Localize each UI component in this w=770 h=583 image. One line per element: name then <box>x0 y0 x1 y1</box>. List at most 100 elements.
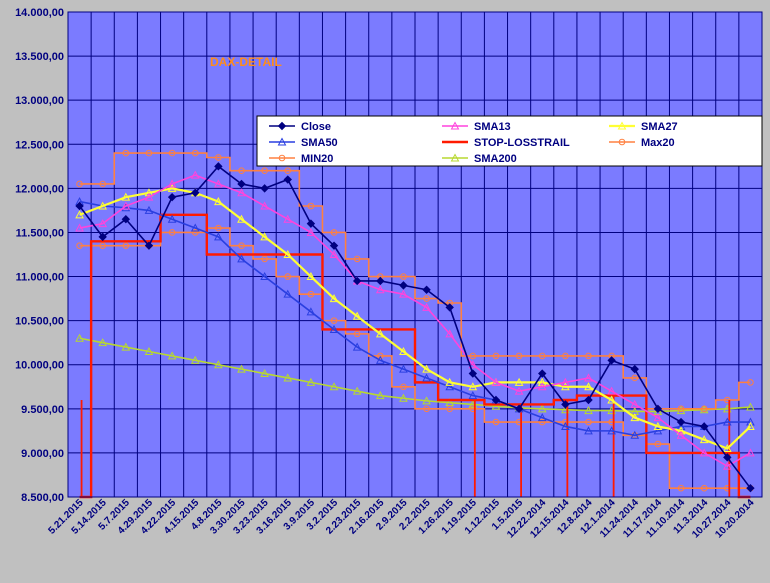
point-sma13 <box>375 285 385 294</box>
point-sma13 <box>98 219 108 228</box>
point-close <box>75 201 84 211</box>
legend-item-max20: Max20 <box>609 137 675 149</box>
point-max20 <box>562 352 569 360</box>
point-max20 <box>330 229 338 236</box>
point-min20 <box>353 330 361 338</box>
point-max20 <box>191 149 199 157</box>
legend-swatch-marker <box>277 137 287 146</box>
series-line-stop <box>79 213 751 499</box>
point-sma27 <box>329 294 339 303</box>
point-sma50 <box>167 214 177 223</box>
point-close <box>514 404 524 414</box>
point-min20 <box>191 229 199 236</box>
point-close <box>561 400 570 409</box>
y-tick-label: 9.500,00 <box>21 404 64 416</box>
y-tick-label: 12.000,00 <box>15 183 64 195</box>
legend-item-close: Close <box>269 121 331 133</box>
point-sma13 <box>514 386 524 395</box>
point-sma13 <box>653 413 663 422</box>
point-min20 <box>168 229 176 236</box>
series-line-max20 <box>79 152 751 410</box>
point-max20 <box>585 352 592 360</box>
point-sma13 <box>167 179 177 188</box>
point-sma13 <box>329 249 339 258</box>
point-max20 <box>284 167 292 175</box>
point-sma13 <box>722 461 732 470</box>
legend-item-min20: MIN20 <box>269 153 333 165</box>
y-tick-label: 14.000,00 <box>15 7 64 19</box>
chart-title: DAX-DETAIL <box>210 55 282 69</box>
point-sma200 <box>676 406 686 415</box>
point-close <box>352 276 362 286</box>
point-sma200 <box>190 355 200 364</box>
legend-swatch-marker <box>450 121 460 130</box>
point-close <box>746 483 755 493</box>
point-sma200 <box>352 386 362 395</box>
point-sma50 <box>399 364 408 373</box>
point-sma27 <box>167 183 177 192</box>
point-sma50 <box>283 289 293 298</box>
point-max20 <box>99 180 106 188</box>
legend-label: Close <box>301 121 331 133</box>
point-sma27 <box>375 329 385 338</box>
point-close <box>468 369 478 378</box>
point-close <box>699 422 709 431</box>
point-min20 <box>700 484 708 492</box>
point-sma200 <box>98 338 108 347</box>
point-sma13 <box>283 214 293 223</box>
legend-swatch-marker <box>450 153 460 162</box>
point-sma13 <box>214 179 223 188</box>
point-close <box>491 395 501 405</box>
point-close <box>306 219 316 228</box>
legend-box <box>256 115 763 167</box>
series-line-sma27 <box>79 187 752 450</box>
legend-label: SMA13 <box>474 121 511 133</box>
point-sma200 <box>375 391 385 400</box>
point-sma13 <box>306 227 316 236</box>
point-min20 <box>284 273 292 280</box>
y-tick-label: 13.000,00 <box>15 95 64 107</box>
point-sma27 <box>306 271 316 281</box>
point-sma27 <box>722 443 732 452</box>
point-sma27 <box>584 382 593 391</box>
point-close <box>214 162 223 171</box>
point-sma50 <box>190 223 200 232</box>
point-sma50 <box>306 307 316 316</box>
point-sma200 <box>399 393 408 402</box>
point-max20 <box>215 154 222 161</box>
point-sma50 <box>653 426 663 435</box>
point-max20 <box>492 352 500 360</box>
series-layer <box>75 149 755 499</box>
point-close <box>584 395 593 405</box>
point-sma200 <box>121 342 131 351</box>
point-sma13 <box>584 373 593 382</box>
point-max20 <box>353 255 361 263</box>
series-line-close <box>78 165 752 489</box>
point-sma50 <box>445 382 455 391</box>
point-min20 <box>446 405 454 413</box>
point-close <box>723 453 732 462</box>
point-max20 <box>515 352 523 360</box>
point-min20 <box>76 242 83 249</box>
point-max20 <box>700 405 708 413</box>
point-max20 <box>261 167 268 175</box>
point-sma200 <box>537 404 547 413</box>
point-sma13 <box>75 223 84 232</box>
series-sma27 <box>75 183 755 452</box>
point-sma13 <box>121 201 131 210</box>
point-close <box>144 241 154 250</box>
point-min20 <box>330 317 338 324</box>
point-close <box>422 285 431 294</box>
point-min20 <box>238 242 245 249</box>
point-sma13 <box>399 289 408 298</box>
point-sma200 <box>283 373 293 382</box>
point-sma50 <box>144 205 154 214</box>
point-sma50 <box>722 417 732 426</box>
point-sma200 <box>260 368 269 378</box>
legend-swatch-marker <box>278 154 286 162</box>
series-line-sma13 <box>79 174 751 468</box>
legend-item-sma50: SMA50 <box>269 137 338 149</box>
point-min20 <box>122 242 130 249</box>
y-tick-label: 12.500,00 <box>15 139 64 151</box>
